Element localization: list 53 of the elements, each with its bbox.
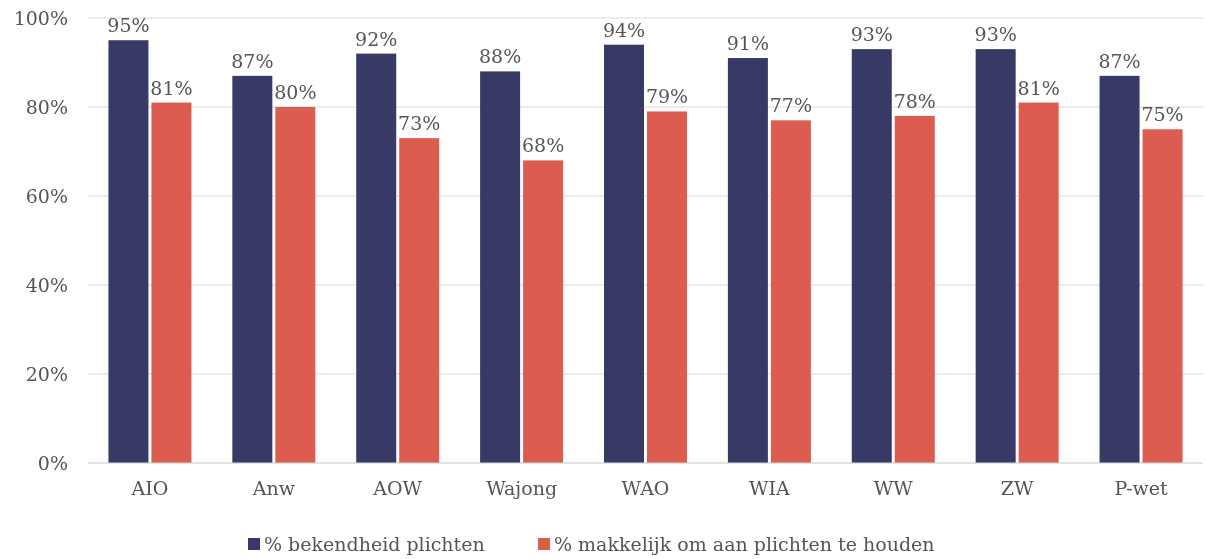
bar	[275, 107, 316, 463]
data-label: 77%	[769, 94, 813, 117]
y-tick-label: 80%	[25, 95, 68, 118]
data-label: 81%	[150, 76, 193, 99]
data-label: 87%	[231, 49, 274, 72]
bar	[851, 49, 892, 463]
bar	[1099, 75, 1140, 463]
data-label: 93%	[974, 23, 1017, 46]
bar	[1018, 102, 1059, 463]
data-label: 80%	[274, 81, 317, 103]
x-tick-label: AIO	[130, 477, 169, 499]
x-tick-label: ZW	[1000, 477, 1034, 499]
legend-label: % makkelijk om aan plichten te houden	[554, 532, 935, 555]
data-label: 79%	[645, 85, 689, 108]
bar	[108, 40, 149, 463]
bar	[151, 102, 192, 463]
y-tick-label: 100%	[13, 6, 68, 29]
bar	[356, 53, 397, 463]
x-tick-label: WW	[873, 477, 914, 499]
data-label: 93%	[850, 23, 893, 46]
data-label: 92%	[355, 27, 398, 50]
bar	[604, 44, 644, 463]
bar	[975, 49, 1016, 463]
legend-label: % bekendheid plichten	[264, 532, 485, 555]
x-tick-label: Wajong	[486, 477, 558, 499]
data-label: 73%	[398, 112, 441, 135]
bar	[1142, 129, 1183, 463]
data-label: 91%	[726, 32, 769, 55]
bar	[523, 160, 564, 463]
x-tick-label: Anw	[251, 477, 296, 499]
data-label: 94%	[602, 18, 646, 41]
data-label: 88%	[478, 45, 522, 68]
y-tick-label: 40%	[25, 273, 68, 296]
x-tick-label: WAO	[621, 477, 670, 499]
y-tick-label: 60%	[25, 184, 68, 207]
data-label: 95%	[107, 14, 150, 37]
bar	[480, 71, 521, 463]
data-label: 68%	[522, 134, 565, 157]
x-tick-label: AOW	[372, 477, 423, 499]
bar	[399, 138, 440, 463]
data-label: 78%	[893, 89, 936, 112]
y-tick-label: 20%	[25, 362, 68, 385]
bar	[647, 111, 687, 463]
data-label: 75%	[1141, 103, 1184, 126]
y-tick-label: 0%	[37, 451, 68, 474]
bar	[232, 75, 273, 463]
bar	[770, 120, 811, 463]
data-label: 81%	[1017, 76, 1060, 99]
x-tick-label: WIA	[749, 477, 791, 499]
bar	[894, 115, 935, 463]
x-tick-label: P-wet	[1114, 477, 1169, 499]
data-label: 87%	[1098, 49, 1141, 72]
bar	[727, 58, 768, 463]
